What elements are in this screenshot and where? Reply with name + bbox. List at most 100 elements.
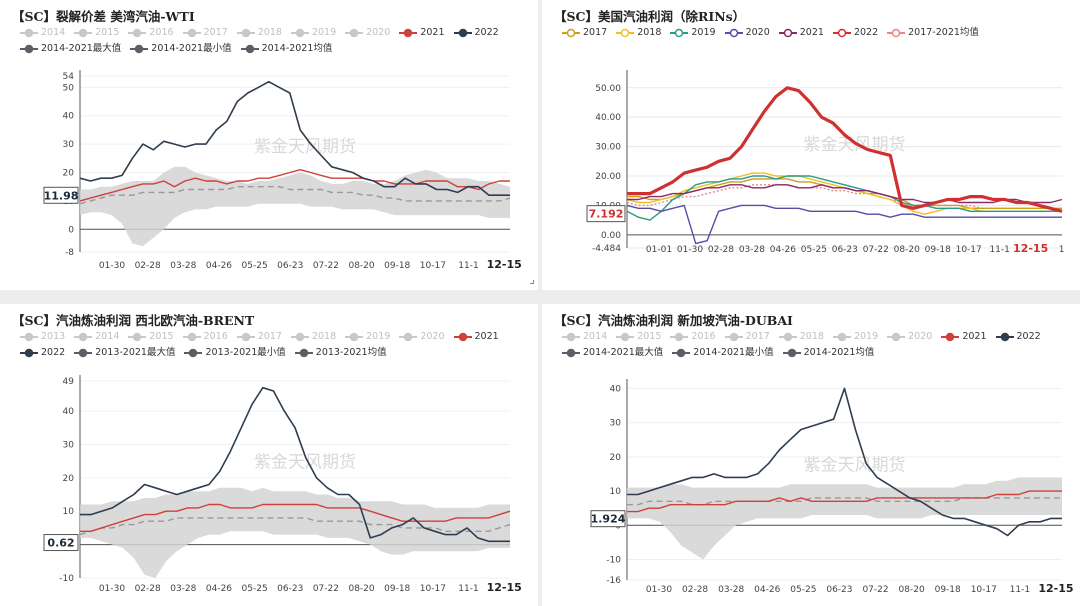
legend-item[interactable]: 2021 [778, 25, 824, 41]
legend-marker-icon [290, 332, 309, 341]
legend-label: 2014 [95, 331, 120, 342]
legend-item[interactable]: 2014 [562, 329, 607, 345]
legend-item[interactable]: 2017 [562, 25, 607, 41]
legend-item[interactable]: 2016 [670, 329, 716, 345]
legend-label: 2014-2021最小值 [693, 347, 774, 358]
legend-label: 2019 [366, 331, 391, 342]
legend-item[interactable]: 2019 [670, 25, 716, 41]
legend-label: 2021 [474, 331, 499, 342]
current-value-label: 0.62 [47, 537, 74, 550]
legend-item[interactable]: 2017-2021均值 [887, 25, 979, 41]
legend-item[interactable]: 2018 [236, 25, 282, 41]
series-line [79, 185, 511, 205]
legend-item[interactable]: 2018 [290, 329, 336, 345]
x-tick-label: 02-28 [135, 584, 161, 594]
x-tick-label: 12-15 [1013, 242, 1048, 255]
legend-label: 2014-2021最大值 [41, 43, 122, 54]
legend-item[interactable]: 2018 [616, 25, 661, 41]
legend-label: 2017-2021均值 [908, 27, 979, 38]
legend-item[interactable]: 2013-2021最小值 [184, 345, 286, 361]
legend-item[interactable]: 2019 [290, 25, 336, 41]
legend-label: 2017 [583, 27, 608, 38]
legend-item[interactable]: 2017 [724, 329, 770, 345]
chart-panel-us-gasoline: 【SC】美国汽油利润（除RINs） 2017 2018 2019 2020 2021 20… [542, 0, 1080, 290]
legend-label: 2014 [41, 27, 66, 38]
legend-item[interactable]: 2020 [399, 329, 445, 345]
series-line [627, 387, 1062, 537]
legend-label: 2022 [1016, 331, 1041, 342]
legend-item[interactable]: 2014-2021均值 [782, 345, 874, 361]
legend-item[interactable]: 2020 [724, 25, 770, 41]
legend-item[interactable]: 2014 [74, 329, 119, 345]
legend-marker-icon [20, 348, 38, 357]
legend-item[interactable]: 2021 [399, 25, 445, 41]
legend-marker-icon [345, 332, 364, 341]
legend-marker-icon [236, 28, 255, 37]
legend-item[interactable]: 2015 [74, 25, 119, 41]
legend-label: 2020 [908, 331, 933, 342]
legend-item[interactable]: 2019 [345, 329, 390, 345]
legend-item[interactable]: 2020 [887, 329, 932, 345]
y-tick-label: 49 [63, 377, 75, 387]
legend-item[interactable]: 2021 [453, 329, 499, 345]
y-tick-label: 20 [63, 474, 75, 484]
legend-item[interactable]: 2013 [20, 329, 65, 345]
x-tick-label: 03-28 [170, 584, 196, 594]
y-tick-label: -10 [59, 574, 74, 584]
legend-item[interactable]: 2015 [616, 329, 661, 345]
x-tick-label: 1 [1059, 245, 1065, 255]
legend-item[interactable]: 2019 [832, 329, 878, 345]
series-line [627, 184, 1063, 204]
legend-label: 2022 [474, 27, 499, 38]
watermark: 紫金天风期货 [254, 137, 356, 157]
legend-marker-icon [887, 332, 906, 341]
y-tick-label: 20 [610, 453, 622, 463]
legend-item[interactable]: 2013-2021最大值 [74, 345, 175, 361]
legend-item[interactable]: 2022 [20, 345, 65, 361]
legend-item[interactable]: 2014-2021均值 [240, 41, 332, 57]
x-tick-label: 11-1 [989, 245, 1009, 255]
legend-item[interactable]: 2015 [128, 329, 174, 345]
legend-item[interactable]: 2016 [182, 329, 228, 345]
legend-item[interactable]: 2022 [453, 25, 499, 41]
legend-item[interactable]: 2013-2021均值 [294, 345, 387, 361]
x-tick-label: 12-15 [487, 581, 522, 594]
y-tick-label: 0 [68, 225, 74, 235]
y-tick-label: 10 [63, 507, 75, 517]
legend-item[interactable]: 2022 [832, 25, 878, 41]
legend-item[interactable]: 2014-2021最小值 [672, 345, 774, 361]
x-tick-label: 12-15 [487, 258, 522, 271]
legend-item[interactable]: 2014-2021最大值 [562, 345, 663, 361]
y-tick-label: 40 [610, 384, 622, 394]
legend-item[interactable]: 2017 [182, 25, 228, 41]
current-value-label: 1.924 [591, 513, 626, 526]
x-tick-label: 09-18 [935, 585, 961, 595]
current-value-label: 7.192 [589, 208, 624, 221]
legend-label: 2016 [203, 331, 228, 342]
chart-panel-brent: 【SC】汽油炼油利润 西北欧汽油-BRENT 2013 2014 2015 2016 2… [0, 304, 538, 606]
legend-item[interactable]: 2020 [345, 25, 390, 41]
x-tick-label: 09-18 [925, 245, 951, 255]
chart-panel-dubai: 【SC】汽油炼油利润 新加坡汽油-DUBAI 2014 2015 2016 2017 2… [542, 304, 1080, 606]
chart-plot-area: -16-1001020304001-3002-2803-2804-2605-25… [590, 379, 1074, 595]
legend-item[interactable]: 2014 [20, 25, 65, 41]
legend-label: 2020 [745, 27, 770, 38]
x-tick-label: 06-23 [832, 245, 858, 255]
legend-item[interactable]: 2014-2021最小值 [130, 41, 232, 57]
legend-label: 2021 [962, 331, 987, 342]
legend-item[interactable]: 2017 [236, 329, 282, 345]
legend-label: 2013-2021均值 [315, 347, 387, 358]
series-line [627, 178, 1062, 210]
legend-item[interactable]: 2022 [995, 329, 1041, 345]
legend-item[interactable]: 2016 [128, 25, 174, 41]
x-tick-label: 03-28 [739, 245, 765, 255]
legend-item[interactable]: 2014-2021最大值 [20, 41, 121, 57]
chart-legend: 2014 2015 2016 2017 2018 2019 2020 2021 2022 2014… [562, 329, 1050, 361]
chart-legend: 2014 2015 2016 2017 2018 2019 2020 2021 2022 2014… [20, 25, 508, 57]
legend-item[interactable]: 2021 [941, 329, 987, 345]
chart-legend: 2013 2014 2015 2016 2017 2018 2019 2020 2021 2022… [20, 329, 508, 361]
y-tick-label: 30 [610, 419, 622, 429]
y-tick-label: 30 [63, 140, 75, 150]
legend-label: 2014 [583, 331, 608, 342]
legend-item[interactable]: 2018 [778, 329, 824, 345]
